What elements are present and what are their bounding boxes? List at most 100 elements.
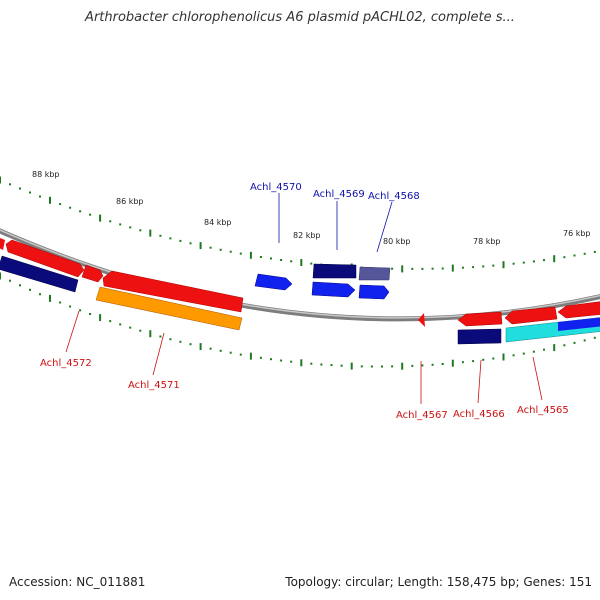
outer-ruler-tick bbox=[522, 261, 525, 264]
inner-ruler-tick bbox=[229, 351, 232, 354]
outer-ruler-tick bbox=[159, 234, 162, 237]
outer-ruler-tick bbox=[451, 264, 454, 272]
inner-ruler-tick bbox=[451, 359, 454, 367]
inner-ruler-tick bbox=[239, 353, 242, 356]
inner-ruler-tick bbox=[270, 358, 272, 361]
outer-ruler-tick bbox=[512, 262, 515, 265]
inner-ruler-tick bbox=[199, 343, 202, 351]
label-achl-4571[interactable]: Achl_4571 bbox=[128, 380, 180, 391]
inner-ruler-tick bbox=[461, 361, 464, 364]
inner-ruler-tick bbox=[411, 364, 414, 367]
inner-ruler-tick bbox=[340, 364, 343, 367]
outer-ruler-tick bbox=[99, 214, 102, 222]
inner-ruler-tick bbox=[492, 357, 495, 360]
inner-ruler-tick bbox=[129, 326, 132, 329]
inner-ruler-tick bbox=[472, 360, 475, 363]
kbp-label-84: 84 kbp bbox=[204, 218, 232, 227]
outer-ruler-tick bbox=[492, 264, 495, 267]
inner-ruler-tick bbox=[39, 293, 41, 296]
gene-forward-right-2[interactable] bbox=[504, 306, 558, 325]
inner-ruler-tick bbox=[583, 339, 586, 342]
gene-achl-4571[interactable] bbox=[95, 286, 243, 331]
outer-ruler-tick bbox=[249, 251, 252, 259]
inner-ruler-tick bbox=[553, 344, 556, 352]
outer-ruler-tick bbox=[290, 260, 293, 263]
gene-forward-3[interactable] bbox=[102, 270, 244, 313]
inner-ruler-tick bbox=[19, 284, 21, 287]
inner-ruler-tick bbox=[149, 330, 152, 338]
connector-achl-4572 bbox=[65, 310, 80, 353]
inner-ruler-tick bbox=[381, 365, 383, 368]
outer-ruler-tick bbox=[219, 248, 222, 251]
outer-ruler-tick bbox=[431, 267, 434, 270]
gene-achl-4569[interactable] bbox=[311, 281, 356, 298]
gene-achl-4570[interactable] bbox=[254, 273, 293, 291]
outer-ruler-tick bbox=[109, 220, 112, 223]
inner-ruler-tick bbox=[421, 364, 424, 367]
outer-ruler-tick bbox=[543, 259, 545, 262]
label-achl-4566[interactable]: Achl_4566 bbox=[453, 409, 505, 420]
outer-ruler-tick bbox=[59, 203, 62, 206]
inner-ruler-tick bbox=[259, 356, 262, 359]
outer-ruler-tick bbox=[300, 259, 303, 266]
outer-ruler-tick bbox=[49, 196, 51, 204]
label-achl-4568[interactable]: Achl_4568 bbox=[368, 191, 420, 202]
inner-ruler-tick bbox=[370, 365, 373, 368]
outer-ruler-tick bbox=[189, 242, 192, 245]
gene-forward-right-1[interactable] bbox=[457, 311, 503, 327]
label-achl-4569[interactable]: Achl_4569 bbox=[313, 189, 365, 200]
gene-forward-1[interactable] bbox=[5, 239, 85, 278]
outer-ruler-tick bbox=[179, 239, 182, 242]
outer-ruler-tick bbox=[461, 266, 464, 269]
inner-ruler-tick bbox=[159, 335, 162, 338]
connector-achl-4566 bbox=[477, 359, 482, 404]
inner-ruler-tick bbox=[59, 301, 62, 304]
inner-ruler-tick bbox=[310, 362, 313, 365]
inner-ruler-tick bbox=[219, 349, 222, 352]
inner-ruler-tick bbox=[543, 348, 545, 351]
gene-forward-right-3[interactable] bbox=[557, 301, 600, 319]
gene-reverse-left[interactable] bbox=[0, 255, 79, 293]
inner-ruler-tick bbox=[280, 359, 283, 362]
outer-ruler-tick bbox=[280, 259, 283, 261]
gene-forward-2[interactable] bbox=[81, 264, 104, 283]
outer-ruler-tick bbox=[502, 261, 505, 269]
inner-ruler-tick bbox=[431, 363, 434, 366]
outer-ruler-tick bbox=[229, 250, 232, 253]
gene-achl-4569-reverse[interactable] bbox=[312, 263, 357, 279]
topology-stats-text: Topology: circular; Length: 158,475 bp; … bbox=[285, 575, 592, 589]
outer-ruler-tick bbox=[69, 206, 72, 209]
inner-ruler-tick bbox=[209, 347, 212, 350]
outer-ruler-tick bbox=[472, 266, 475, 269]
inner-ruler-tick bbox=[49, 294, 51, 302]
inner-ruler-tick bbox=[320, 363, 323, 366]
inner-ruler-tick bbox=[563, 344, 566, 347]
inner-ruler-tick bbox=[0, 272, 1, 280]
inner-ruler-tick bbox=[593, 336, 596, 339]
connector-achl-4568 bbox=[376, 201, 393, 253]
gene-achl-4568[interactable] bbox=[358, 284, 390, 300]
inner-ruler-tick bbox=[189, 343, 192, 346]
gene-reverse-right-blue[interactable] bbox=[558, 317, 600, 331]
kbp-label-82: 82 kbp bbox=[293, 231, 321, 240]
inner-ruler-ticks bbox=[0, 272, 596, 370]
connector-achl-4571 bbox=[152, 332, 165, 376]
label-achl-4570[interactable]: Achl_4570 bbox=[250, 182, 302, 193]
inner-ruler-tick bbox=[300, 359, 303, 367]
label-achl-4565[interactable]: Achl_4565 bbox=[517, 405, 569, 416]
gene-achl-4568-reverse[interactable] bbox=[358, 266, 391, 281]
label-achl-4572[interactable]: Achl_4572 bbox=[40, 358, 92, 369]
gene-achl-4567[interactable] bbox=[418, 313, 425, 327]
label-achl-4567[interactable]: Achl_4567 bbox=[396, 410, 448, 421]
inner-ruler-tick bbox=[69, 305, 72, 308]
gene-achl-4566[interactable] bbox=[457, 328, 502, 345]
inner-ruler-tick bbox=[109, 320, 112, 323]
gene-forward-left-edge[interactable] bbox=[0, 236, 5, 250]
kbp-label-78: 78 kbp bbox=[473, 237, 501, 246]
inner-ruler-tick bbox=[573, 341, 576, 344]
outer-ruler-tick bbox=[9, 183, 11, 186]
outer-ruler-tick bbox=[169, 237, 172, 240]
inner-ruler-tick bbox=[169, 338, 172, 341]
inner-ruler-tick bbox=[360, 365, 363, 368]
